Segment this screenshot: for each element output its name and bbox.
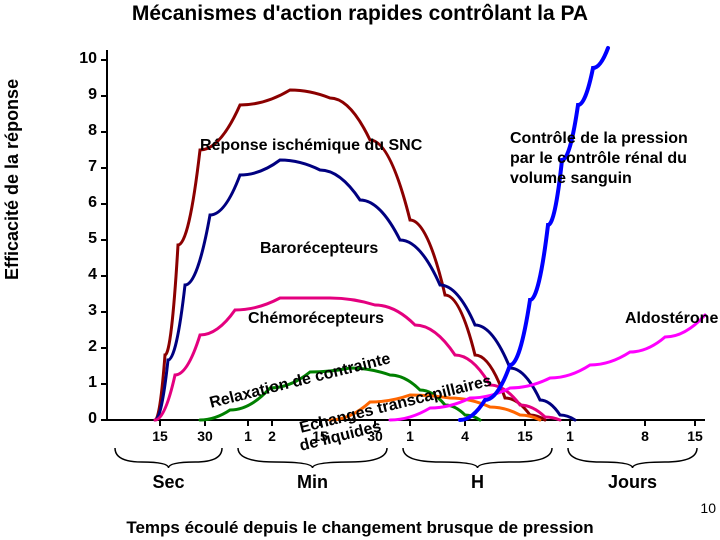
x-tick: 8 bbox=[641, 428, 649, 444]
annotation-renal2: par le contrôle rénal du bbox=[510, 150, 687, 168]
annotation-aldo: Aldostérone bbox=[625, 310, 718, 328]
y-tick: 3 bbox=[67, 302, 97, 320]
y-tick: 10 bbox=[67, 50, 97, 68]
y-tick: 6 bbox=[67, 194, 97, 212]
annotation-renal: Contrôle de la pression bbox=[510, 130, 688, 148]
y-tick: 9 bbox=[67, 86, 97, 104]
y-tick: 5 bbox=[67, 230, 97, 248]
y-tick: 2 bbox=[67, 338, 97, 356]
x-tick: 15 bbox=[517, 428, 533, 444]
y-tick: 4 bbox=[67, 266, 97, 284]
annotation-renal3: volume sanguin bbox=[510, 170, 632, 188]
x-group-label: H bbox=[471, 472, 484, 493]
x-tick: 1 bbox=[566, 428, 574, 444]
y-tick: 1 bbox=[67, 374, 97, 392]
x-group-label: Sec bbox=[152, 472, 184, 493]
x-tick: 15 bbox=[152, 428, 168, 444]
annotation-baro: Barorécepteurs bbox=[260, 240, 378, 258]
x-tick: 15 bbox=[687, 428, 703, 444]
x-tick: 1 bbox=[244, 428, 252, 444]
x-group-label: Jours bbox=[608, 472, 657, 493]
y-tick: 8 bbox=[67, 122, 97, 140]
annotation-chemo: Chémorécepteurs bbox=[248, 310, 384, 328]
chart-plot bbox=[0, 0, 720, 540]
x-group-label: Min bbox=[297, 472, 328, 493]
x-tick: 1 bbox=[406, 428, 414, 444]
x-tick: 2 bbox=[268, 428, 276, 444]
annotation-cns: Réponse ischémique du SNC bbox=[200, 137, 422, 155]
x-tick: 30 bbox=[197, 428, 213, 444]
x-tick: 4 bbox=[461, 428, 469, 444]
y-tick: 7 bbox=[67, 158, 97, 176]
y-tick: 0 bbox=[67, 410, 97, 428]
